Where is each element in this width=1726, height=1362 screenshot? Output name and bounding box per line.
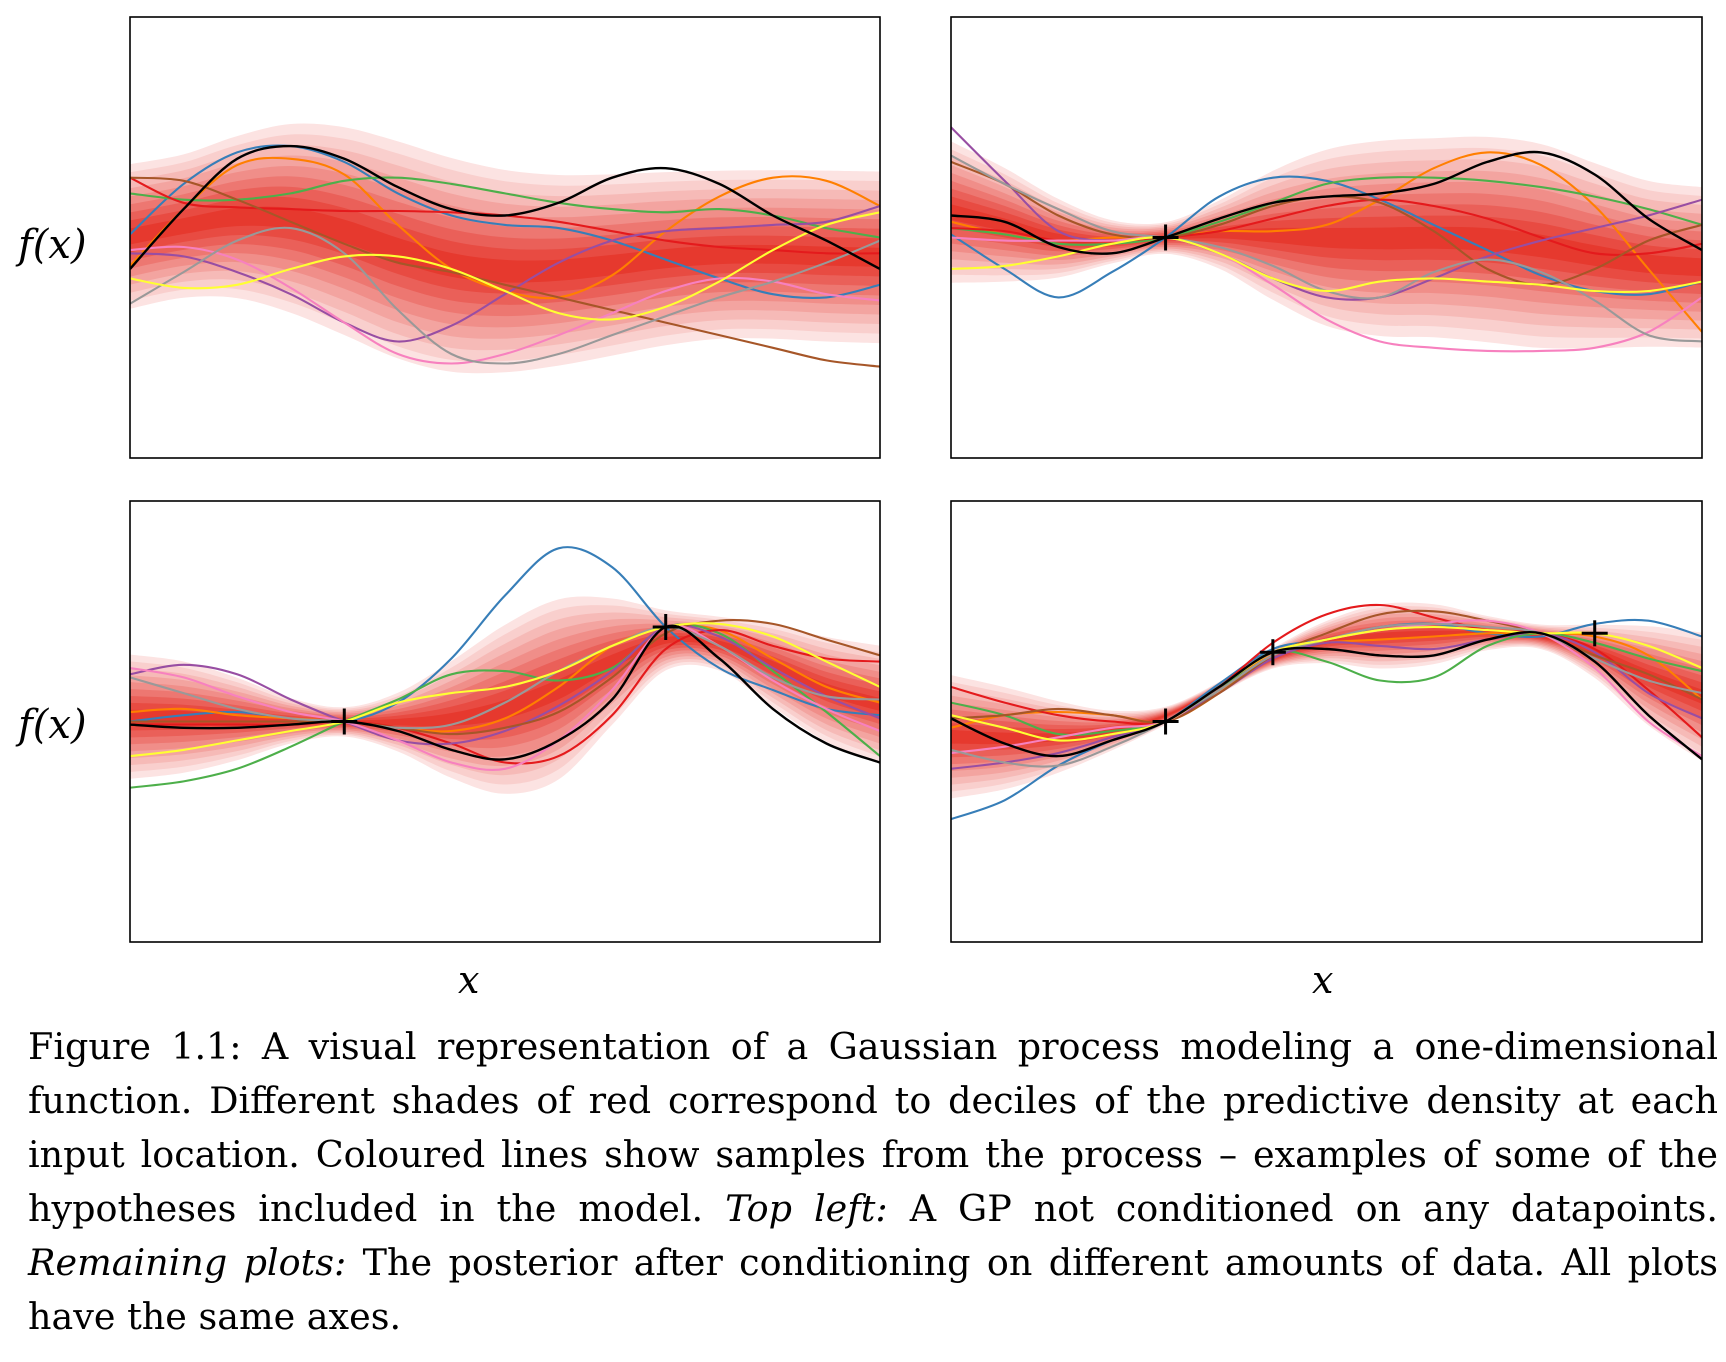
sample-line [130, 624, 880, 733]
density-band [130, 636, 880, 727]
sample-line [130, 226, 880, 365]
panel-bottom-right [951, 602, 1702, 821]
plots-canvas [129, 16, 1703, 943]
x-axis-label-left: x [458, 958, 480, 1002]
sample-line [951, 631, 1702, 770]
density-band [130, 206, 880, 283]
axes-frame [950, 16, 1703, 459]
observation-marker [1152, 708, 1179, 735]
density-band [130, 630, 880, 740]
figure: f(x) f(x) x x [18, 16, 1703, 1002]
caption-label-remaining: Remaining plots: [28, 1241, 347, 1284]
sample-line [951, 603, 1702, 739]
sample-line [951, 625, 1702, 742]
sample-line [951, 150, 1702, 255]
sample-line [951, 126, 1702, 301]
panel-bottom-left [130, 546, 880, 794]
sample-line [951, 609, 1702, 724]
caption-text-top-left: A GP not conditioned on any datapoints. [909, 1187, 1719, 1230]
sample-line [130, 623, 880, 789]
axes-frame [950, 500, 1703, 943]
sample-line [130, 625, 880, 730]
x-axis-label-right: x [1312, 958, 1334, 1002]
observation-marker [1259, 639, 1286, 666]
sample-line [130, 624, 880, 746]
sample-line [951, 235, 1702, 353]
caption-lead: Figure 1.1: A visual representation of a… [28, 1025, 1718, 1230]
axes-frame [129, 16, 881, 459]
sample-line [130, 144, 880, 300]
y-axis-label-top: f(x) [18, 222, 87, 268]
density-band [951, 204, 1702, 277]
panel-top-right [951, 126, 1702, 353]
sample-line [130, 624, 880, 772]
observation-marker [1581, 620, 1608, 647]
sample-line [951, 176, 1702, 246]
figure-caption: Figure 1.1: A visual representation of a… [28, 1020, 1718, 1344]
sample-line [130, 619, 880, 736]
sample-line [130, 211, 880, 321]
sample-line [130, 176, 880, 239]
sample-line [130, 204, 880, 343]
observation-marker [331, 708, 358, 735]
caption-text-remaining: The posterior after conditioning on diff… [28, 1241, 1718, 1338]
observation-marker [1152, 224, 1179, 251]
sample-line [130, 629, 880, 765]
sample-line [130, 624, 880, 764]
caption-label-top-left: Top left: [725, 1187, 888, 1230]
sample-line [130, 245, 880, 365]
sample-line [130, 176, 880, 368]
panel-top-left [130, 123, 880, 374]
axes-frame [129, 500, 881, 943]
observation-marker [652, 614, 679, 640]
sample-line [951, 631, 1702, 761]
sample-line [130, 144, 880, 271]
sample-line [951, 236, 1702, 294]
sample-line [951, 175, 1702, 299]
y-axis-label-bottom: f(x) [18, 702, 87, 748]
sample-line [130, 622, 880, 758]
